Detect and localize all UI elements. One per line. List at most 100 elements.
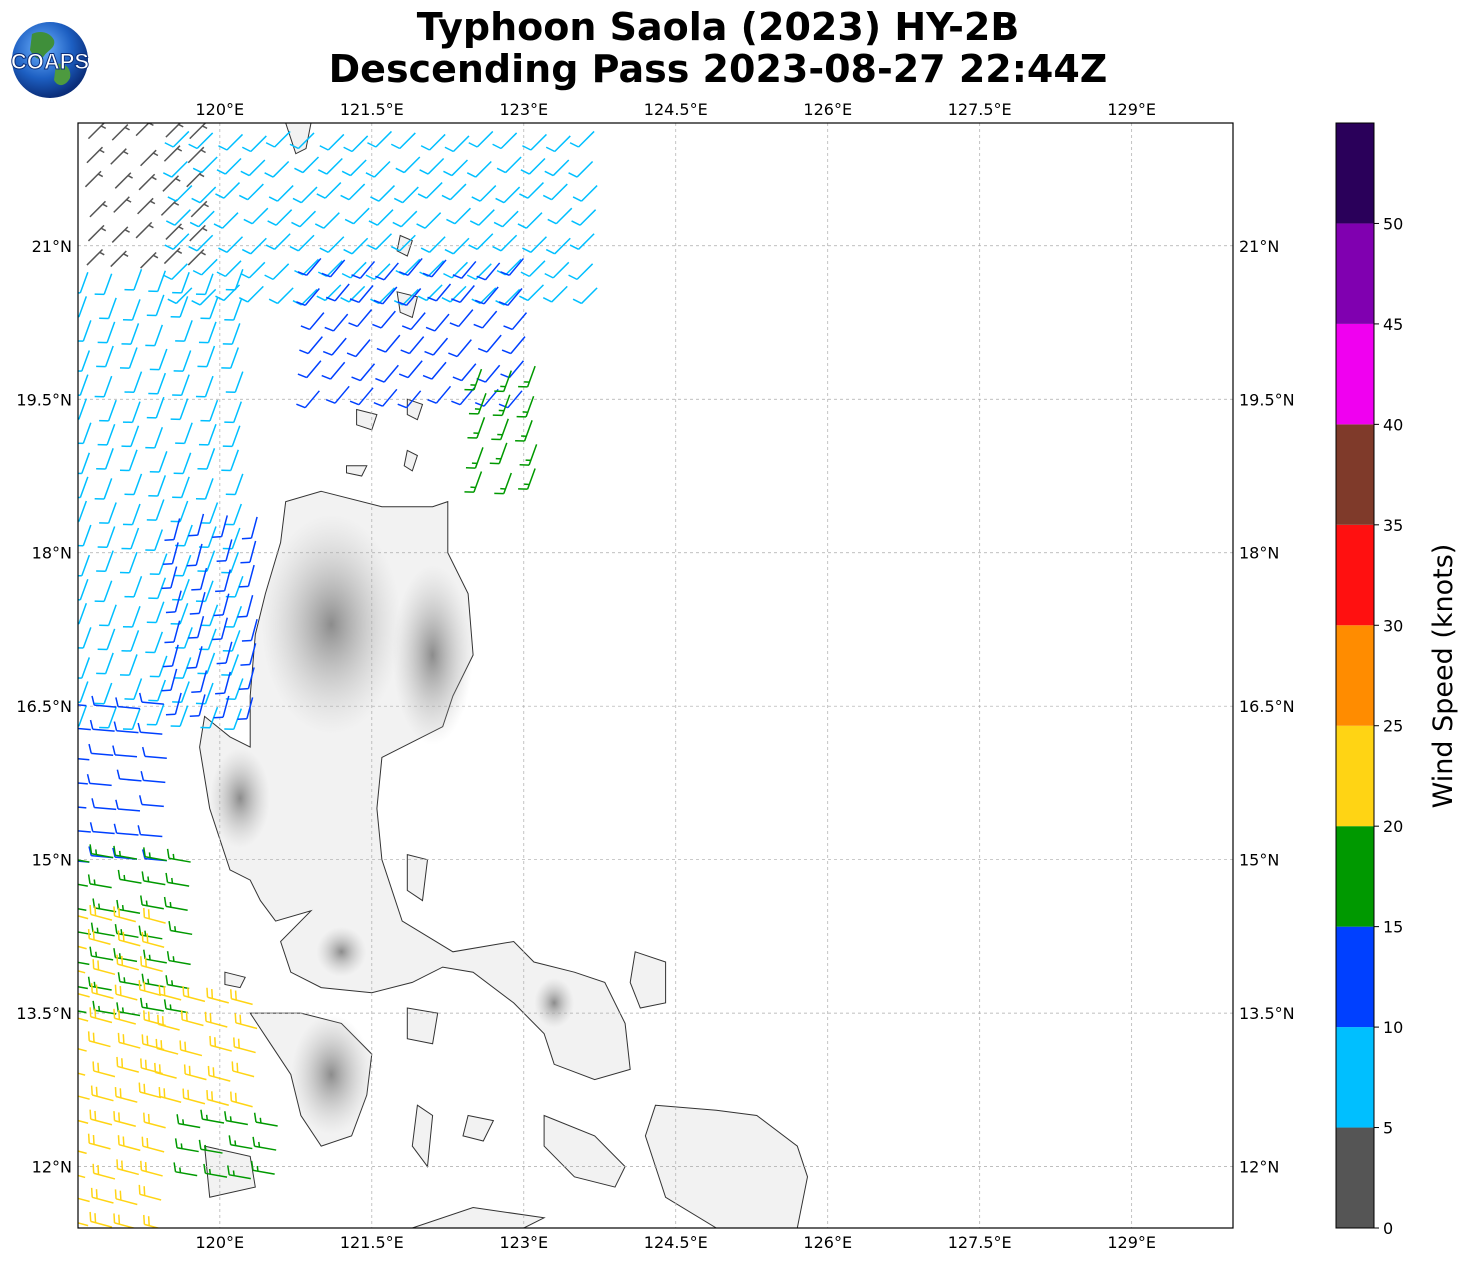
colorbar-title: Wind Speed (knots) [1428, 544, 1459, 809]
wind-barb [110, 250, 129, 268]
wind-barb [519, 182, 544, 199]
wind-barb [163, 896, 188, 911]
wind-barb [116, 1159, 139, 1176]
wind-barb [351, 363, 376, 382]
wind-barb [231, 1061, 255, 1078]
lat-label-right: 19.5°N [1239, 390, 1295, 409]
wind-barb [78, 476, 89, 499]
wind-barb [164, 130, 190, 148]
land-catanduanes [629, 951, 667, 1009]
wind-barb [191, 288, 217, 306]
lat-label-left: 21°N [32, 237, 72, 256]
wind-barb [188, 616, 205, 639]
wind-barb [422, 259, 447, 278]
wind-barb [110, 148, 129, 165]
wind-barb [166, 848, 191, 863]
wind-barb [189, 591, 206, 615]
wind-barb [234, 1013, 258, 1030]
colorbar-bin [1336, 725, 1374, 827]
wind-barb [113, 906, 136, 923]
wind-barb [116, 769, 142, 782]
wind-barb [145, 426, 164, 449]
wind-barb [160, 199, 180, 216]
wind-barb [115, 799, 141, 812]
wind-barb [544, 261, 570, 279]
wind-barb [164, 620, 181, 644]
wind-barb [222, 630, 241, 652]
terrain-shade-4 [316, 926, 367, 977]
wind-barb [467, 417, 486, 439]
wind-barb [204, 1011, 228, 1028]
wind-barb [476, 262, 501, 281]
wind-barb [195, 682, 214, 705]
wind-barb [113, 1008, 136, 1025]
wind-barb [173, 1162, 198, 1177]
colorbar-tick-label: 40 [1383, 415, 1403, 434]
wind-barb [492, 234, 518, 252]
wind-barb [189, 210, 215, 228]
wind-barb [122, 401, 141, 424]
wind-barb [190, 200, 209, 218]
wind-barb [321, 259, 346, 278]
wind-barb [468, 392, 487, 415]
colorbar-bin [1336, 323, 1374, 425]
wind-barb [87, 929, 111, 945]
map-frame [77, 122, 1234, 1229]
wind-barb [375, 364, 399, 383]
title-line-1: Typhoon Saola (2023) HY-2B [416, 5, 1020, 49]
wind-barb [138, 1082, 162, 1099]
wind-barb [112, 745, 138, 758]
wind-barb [187, 248, 206, 266]
wind-barb [78, 830, 91, 833]
wind-barb [300, 312, 325, 331]
wind-barb [451, 387, 475, 406]
wind-barb [216, 157, 242, 175]
wind-barb [189, 224, 208, 242]
wind-barb [89, 1007, 113, 1024]
wind-barb [203, 1163, 228, 1178]
wind-barb [172, 374, 190, 396]
wind-barb [163, 247, 183, 265]
wind-barb [264, 160, 290, 178]
wind-barb [241, 516, 258, 540]
wind-barb [218, 133, 244, 151]
lon-label-bottom: 124.5°E [644, 1233, 708, 1252]
wind-barb [243, 207, 269, 225]
land-taiwan [285, 123, 312, 155]
wind-barb [115, 697, 141, 710]
wind-barb [240, 159, 266, 177]
wind-barb [186, 646, 203, 669]
wind-barb [547, 207, 573, 225]
wind-barb [91, 695, 117, 708]
wind-barb [172, 476, 190, 499]
wind-barb [158, 1087, 182, 1103]
lat-label-right: 21°N [1239, 237, 1279, 256]
wind-barb [97, 628, 116, 651]
wind-barbs [78, 123, 598, 1228]
wind-barb [124, 575, 143, 598]
wind-barb [111, 124, 130, 141]
wind-barb [78, 578, 89, 601]
wind-barb [464, 471, 483, 493]
wind-barb [92, 959, 116, 976]
wind-barb [146, 703, 165, 726]
wind-barb [340, 183, 366, 201]
wind-barb [516, 395, 535, 418]
wind-barb [90, 1085, 114, 1102]
wind-barb [495, 186, 521, 204]
land-babuyan [406, 398, 424, 421]
land-polillo [406, 853, 429, 902]
wind-barb [87, 224, 107, 242]
wind-barb [395, 156, 421, 174]
wind-barb [474, 388, 499, 407]
wind-barb [420, 236, 446, 253]
wind-barb [155, 1038, 179, 1055]
wind-barb [416, 212, 442, 229]
lon-label-top: 121.5°E [340, 100, 404, 119]
lat-label-left: 19.5°N [16, 390, 72, 409]
wind-barb [89, 719, 115, 732]
wind-barb [162, 542, 179, 566]
wind-barb [477, 334, 502, 353]
wind-barb [78, 398, 88, 421]
wind-barb [233, 1037, 256, 1054]
